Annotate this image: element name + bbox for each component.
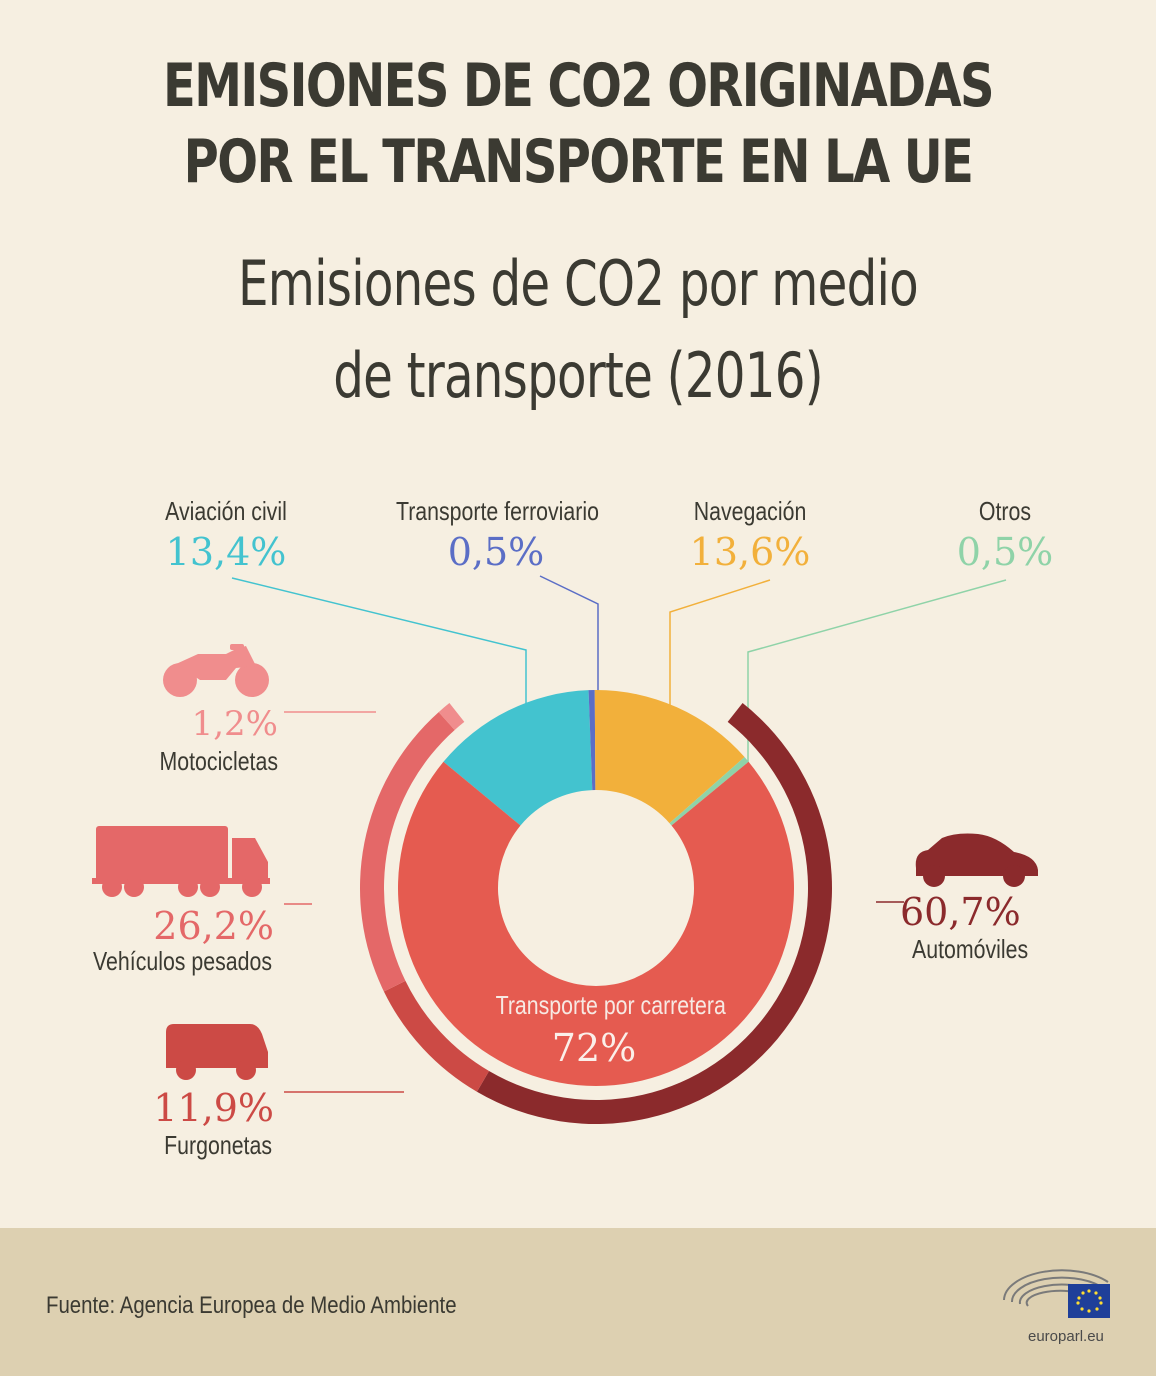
truck-icon bbox=[92, 826, 270, 897]
leader-rail bbox=[539, 575, 599, 694]
label-road: Transporte por carretera bbox=[495, 990, 726, 1020]
chart-subtitle-line-2: de transporte (2016) bbox=[333, 339, 823, 412]
page-title-line-1: EMISIONES DE CO2 ORIGINADAS bbox=[163, 51, 995, 121]
van-icon bbox=[166, 1024, 268, 1080]
label-motorcycles: Motocicletas bbox=[159, 746, 278, 776]
transport-mode-donut bbox=[397, 690, 794, 1086]
value-rail: 0,5% bbox=[447, 530, 545, 574]
value-aviation: 13,4% bbox=[165, 530, 287, 574]
page-title-line-2: POR EL TRANSPORTE EN LA UE bbox=[183, 127, 974, 197]
chart-subtitle-line-1: Emisiones de CO2 por medio bbox=[238, 247, 919, 320]
motorcycle-icon bbox=[163, 644, 269, 697]
value-others: 0,5% bbox=[956, 530, 1054, 574]
europarl-url: europarl.eu bbox=[1028, 1328, 1104, 1345]
leader-navigation bbox=[669, 579, 771, 706]
value-vans: 11,9% bbox=[153, 1086, 274, 1130]
label-vans: Furgonetas bbox=[164, 1130, 272, 1160]
label-cars: Automóviles bbox=[912, 934, 1029, 964]
ring-slice-2 bbox=[360, 712, 455, 992]
leader-others bbox=[747, 579, 1007, 766]
value-road: 72% bbox=[551, 1026, 637, 1070]
value-navigation: 13,6% bbox=[689, 530, 811, 574]
value-motorcycles: 1,2% bbox=[191, 704, 278, 744]
donut-slice-4 bbox=[397, 761, 794, 1086]
road-breakdown-ring bbox=[360, 703, 832, 1124]
ring-slice-1 bbox=[383, 980, 490, 1092]
donut-slice-0 bbox=[443, 690, 593, 826]
footer-band bbox=[0, 1228, 1156, 1376]
label-others: Otros bbox=[978, 496, 1032, 526]
donut-slice-3 bbox=[669, 757, 749, 826]
leader-aviation bbox=[231, 577, 527, 706]
value-heavy-vehicles: 26,2% bbox=[153, 904, 274, 948]
label-aviation: Aviación civil bbox=[165, 496, 287, 526]
donut-slice-2 bbox=[594, 690, 745, 824]
donut-slice-1 bbox=[588, 690, 596, 791]
label-rail: Transporte ferroviario bbox=[395, 496, 599, 526]
value-cars: 60,7% bbox=[900, 890, 1021, 934]
car-icon bbox=[915, 833, 1038, 887]
leader-lines bbox=[231, 575, 1007, 1093]
source-note: Fuente: Agencia Europea de Medio Ambient… bbox=[46, 1292, 457, 1319]
ring-slice-3 bbox=[438, 703, 465, 730]
label-heavy-vehicles: Vehículos pesados bbox=[93, 946, 272, 976]
label-navigation: Navegación bbox=[693, 496, 807, 526]
